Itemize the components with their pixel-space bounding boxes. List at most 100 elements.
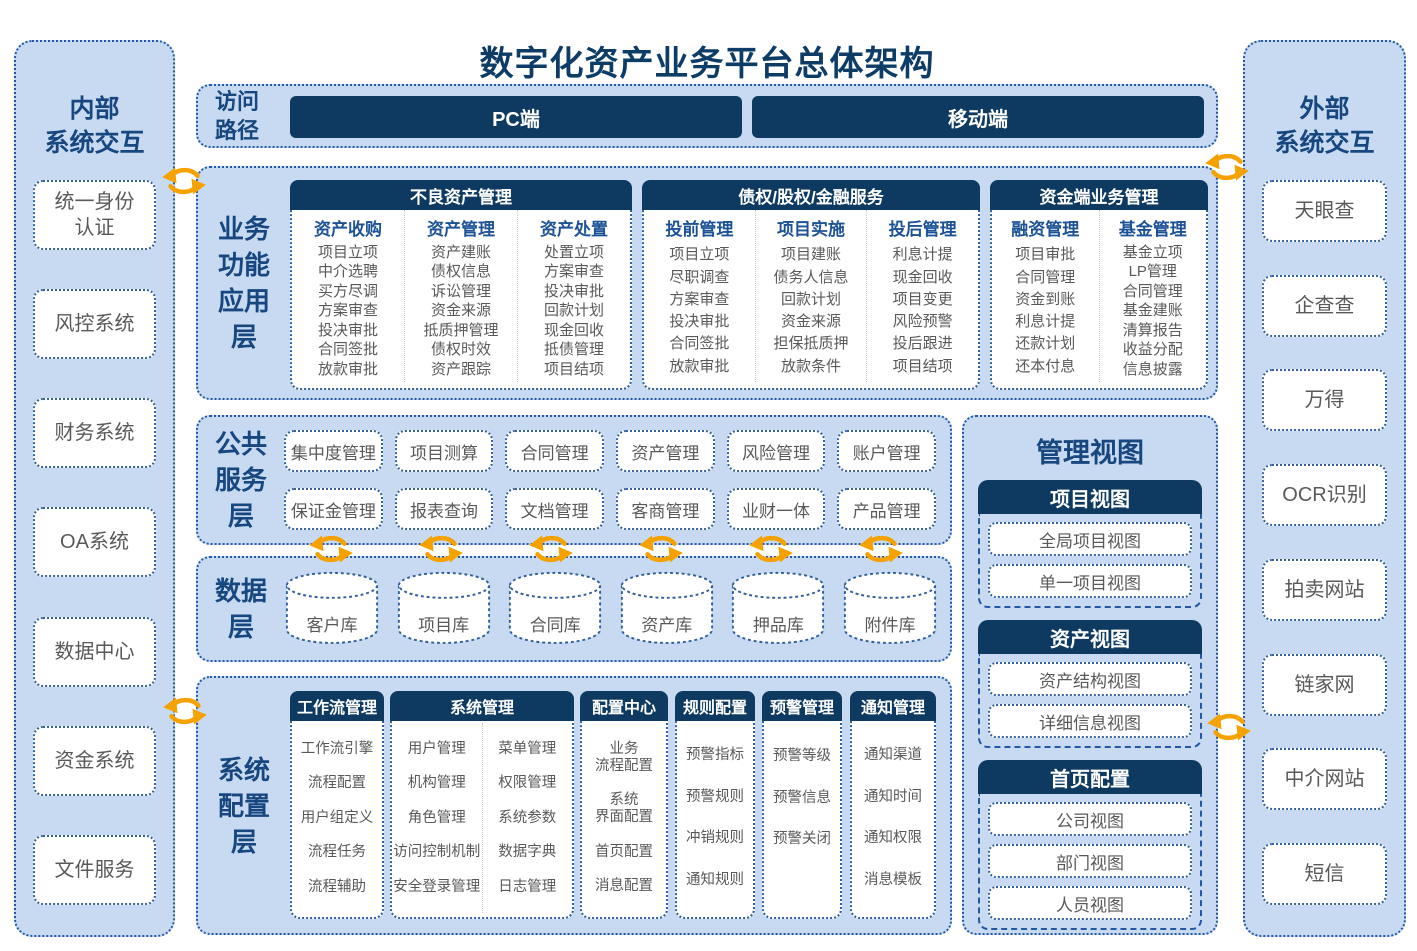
database-icon	[843, 571, 937, 644]
external-system-item: 中介网站	[1262, 748, 1387, 811]
feature-item: 系统 界面配置	[595, 792, 653, 826]
group-debt-equity-finance: 债权/股权/金融服务 投前管理 项目立项 尽职调查 方案审查 投决审批 合同签批 放款审批…	[642, 180, 980, 390]
page-title: 数字化资产业务平台总体架构	[479, 45, 935, 83]
config-group-notification: 通知管理 通知渠道 通知时间 通知权限 消息模板	[850, 691, 936, 919]
external-system-item: 企查查	[1262, 274, 1387, 337]
access-channel: PC端	[290, 96, 742, 138]
database-icon	[620, 571, 713, 644]
sync-arrow-icon	[309, 535, 353, 563]
database-cylinder: 客户库	[284, 570, 380, 650]
internal-system-item: 风控系统	[33, 289, 156, 360]
feature-item: 利息计提	[892, 246, 953, 264]
service-layer-panel: 公共服务层 集中度管理 项目测算 合同管理 资产管理 风险管理 账户管理 保证金管理 报表查…	[196, 415, 952, 545]
external-systems-title: 外部 系统交互	[1274, 95, 1375, 157]
data-layer-label: 数据层	[214, 576, 267, 642]
external-system-item: 天眼查	[1262, 180, 1387, 242]
view-item: 单一项目视图	[988, 564, 1192, 598]
feature-item: 方案审查	[669, 290, 730, 308]
feature-item: 预警规则	[686, 788, 744, 805]
feature-item: 预警关闭	[773, 831, 831, 848]
internal-system-item: 统一身份 认证	[33, 180, 156, 250]
service-item: 保证金管理	[284, 488, 383, 530]
feature-item: 角色管理	[407, 809, 466, 826]
feature-item: 处置立项	[543, 243, 604, 261]
feature-item: 项目立项	[317, 243, 378, 261]
internal-system-item: OA系统	[33, 507, 156, 578]
service-item: 风险管理	[726, 430, 826, 472]
feature-item: 现金回收	[543, 321, 604, 339]
feature-item: 投后跟进	[892, 335, 953, 353]
sync-arrow-icon	[1205, 153, 1249, 181]
sync-arrow-icon	[419, 535, 463, 563]
service-item: 集中度管理	[284, 430, 383, 472]
service-item: 产品管理	[837, 488, 937, 530]
view-item: 全局项目视图	[988, 522, 1192, 556]
feature-item: 资金到账	[1015, 290, 1076, 308]
service-item: 资产管理	[616, 430, 715, 472]
feature-item: 方案审查	[543, 263, 604, 280]
feature-item: 放款条件	[781, 357, 842, 375]
feature-item: 利息计提	[1015, 313, 1076, 331]
feature-item: 资金来源	[430, 302, 491, 319]
feature-item: 流程配置	[308, 775, 366, 791]
feature-item: 消息模板	[864, 871, 922, 888]
config-group-warning: 预警管理 预警等级 预警信息 预警关闭	[762, 691, 842, 919]
feature-item: 访问控制机制	[393, 844, 481, 860]
feature-item: 方案审查	[317, 302, 378, 319]
feature-item: 项目立项	[669, 246, 730, 264]
business-layer-label: 业务功能应用层	[217, 214, 270, 352]
internal-system-item: 资金系统	[33, 725, 156, 796]
group-title: 债权/股权/金融服务	[642, 180, 980, 210]
database-icon	[732, 571, 825, 644]
service-item: 业财一体	[726, 488, 826, 530]
feature-item: 流程任务	[308, 844, 366, 860]
section-project-view: 项目视图 全局项目视图 单一项目视图	[978, 480, 1202, 608]
database-icon	[285, 571, 379, 644]
feature-item: 抵质押管理	[423, 321, 499, 339]
service-item: 合同管理	[505, 430, 605, 472]
external-system-item: 万得	[1262, 369, 1387, 432]
column-header: 资产管理	[427, 220, 495, 239]
feature-item: 安全登录管理	[393, 878, 481, 895]
external-system-item: 链家网	[1262, 653, 1387, 716]
database-label: 项目库	[418, 616, 470, 635]
service-item: 项目测算	[394, 430, 494, 472]
sync-arrow	[527, 530, 575, 568]
sync-arrow	[637, 530, 685, 568]
external-system-item: 拍卖网站	[1262, 558, 1387, 621]
management-view-panel: 管理视图 项目视图 全局项目视图 单一项目视图 资产视图 资产结构视图 详细信息视图…	[962, 415, 1218, 935]
view-item: 资产结构视图	[988, 662, 1192, 696]
feature-item: 债权信息	[430, 263, 491, 280]
sync-arrow	[857, 530, 905, 568]
config-group-config-center: 配置中心 业务 流程配置 系统 界面配置首页配置消息配置	[580, 691, 668, 919]
feature-item: 日志管理	[498, 878, 557, 895]
database-label: 附件库	[864, 616, 916, 635]
feature-item: 消息配置	[595, 878, 653, 895]
section-asset-view: 资产视图 资产结构视图 详细信息视图	[978, 620, 1202, 748]
database-label: 资产库	[641, 616, 693, 635]
group-title: 资金端业务管理	[990, 180, 1208, 210]
feature-item: 项目建账	[781, 246, 842, 264]
group-npl-management: 不良资产管理 资产收购 项目立项 中介选聘 买方尽调 方案审查 投决审批 合同签批 放款审批…	[290, 180, 632, 390]
data-layer-panel: 数据层 客户库 项目库 合同库	[196, 556, 952, 662]
sync-arrow	[417, 530, 465, 568]
feature-item: 菜单管理	[498, 740, 557, 757]
config-layer-label: 系统配置层	[217, 754, 270, 857]
column-header: 资产处置	[540, 220, 608, 239]
database-icon	[397, 571, 490, 644]
sync-arrow-icon	[639, 535, 683, 563]
feature-item: 还款计划	[1015, 335, 1076, 353]
feature-item: 项目变更	[892, 290, 953, 308]
column-header: 基金管理	[1118, 220, 1187, 239]
column-header: 项目实施	[777, 220, 845, 239]
service-item: 账户管理	[837, 430, 937, 472]
feature-item: 信息披露	[1122, 360, 1183, 378]
feature-item: 首页配置	[595, 843, 653, 860]
database-label: 客户库	[306, 616, 358, 635]
group-title: 配置中心	[580, 691, 668, 721]
section-title: 首页配置	[978, 760, 1202, 794]
service-layer-label: 公共服务层	[214, 429, 267, 531]
feature-item: 业务 流程配置	[595, 740, 653, 774]
feature-item: 预警信息	[773, 789, 831, 806]
